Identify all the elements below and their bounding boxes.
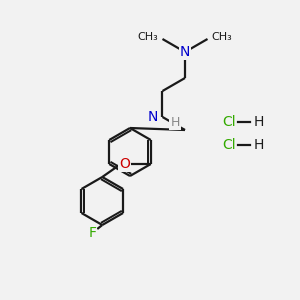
Text: H: H	[170, 116, 180, 128]
Text: H: H	[254, 138, 264, 152]
Text: O: O	[119, 157, 130, 171]
Text: Cl: Cl	[222, 115, 236, 129]
Text: N: N	[148, 110, 158, 124]
Text: F: F	[88, 226, 96, 240]
Text: CH₃: CH₃	[138, 32, 158, 42]
Text: CH₃: CH₃	[212, 32, 232, 42]
Text: Cl: Cl	[222, 138, 236, 152]
Text: H: H	[254, 115, 264, 129]
Text: N: N	[180, 45, 190, 59]
